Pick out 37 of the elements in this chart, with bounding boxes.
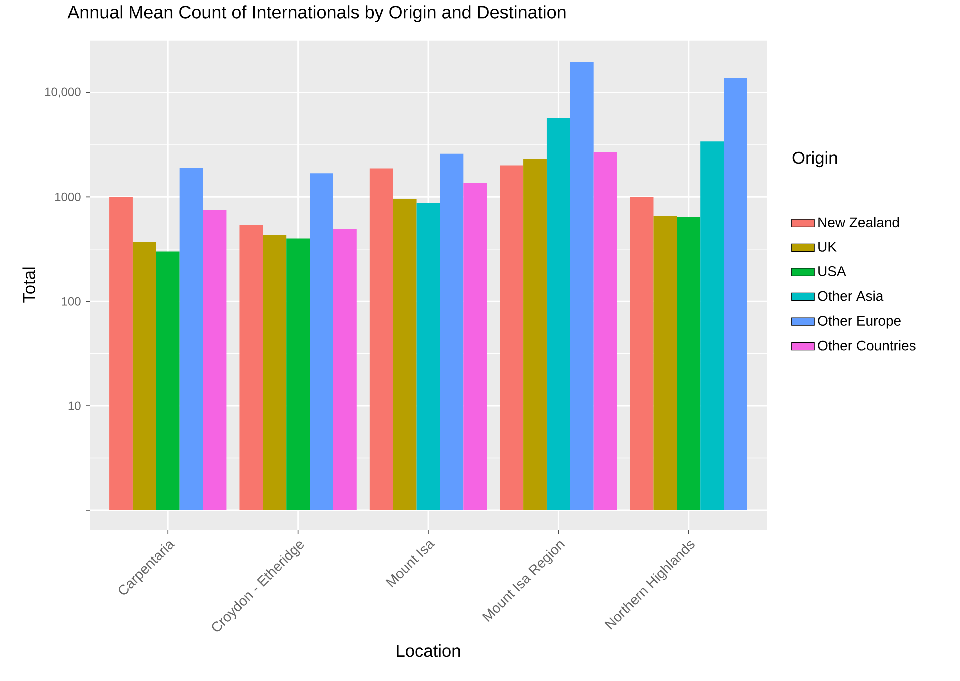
bar xyxy=(546,118,570,510)
bar xyxy=(333,230,357,510)
bar xyxy=(203,210,227,510)
y-tick-label: 1000 xyxy=(56,192,81,202)
bar xyxy=(393,199,417,510)
y-axis-title: Total xyxy=(22,268,36,303)
chart-title: Annual Mean Count of Internationals by Origin and Destination xyxy=(68,6,566,22)
bar xyxy=(310,174,334,510)
bar xyxy=(524,159,547,510)
bar xyxy=(132,242,156,510)
bar xyxy=(370,168,394,510)
bar xyxy=(416,203,440,510)
y-tick-label: 10,000 xyxy=(46,88,81,98)
bar xyxy=(156,252,180,510)
legend-label: Other Asia xyxy=(818,290,884,302)
bar xyxy=(464,183,488,510)
legend-label: UK xyxy=(818,242,837,252)
bar xyxy=(180,168,204,510)
y-tick-label: 10 xyxy=(68,402,81,410)
legend-label: Other Countries xyxy=(818,340,916,351)
bar xyxy=(440,154,464,510)
bar xyxy=(630,197,654,510)
bar xyxy=(240,225,264,510)
bar xyxy=(110,197,133,510)
bar xyxy=(677,217,701,510)
legend-label: New Zealand xyxy=(818,217,900,228)
y-tick-label: 100 xyxy=(62,297,81,306)
x-axis-title: Location xyxy=(397,644,460,658)
bar xyxy=(263,235,287,510)
legend-label: USA xyxy=(818,266,846,276)
bar xyxy=(570,62,594,510)
bar xyxy=(594,152,618,510)
bar xyxy=(286,238,310,510)
bar xyxy=(654,216,678,510)
bar xyxy=(500,166,524,510)
legend-label: Other Europe xyxy=(818,316,901,329)
legend-title: Origin xyxy=(792,151,838,168)
